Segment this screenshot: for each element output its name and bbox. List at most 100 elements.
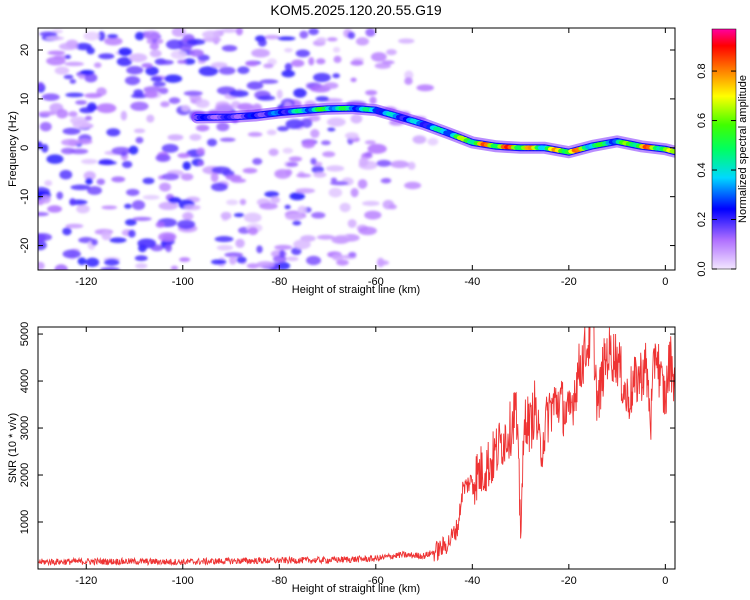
- noise-blob: [331, 235, 350, 244]
- noise-blob: [308, 28, 319, 36]
- noise-blob: [251, 48, 270, 58]
- noise-blob: [104, 258, 120, 266]
- noise-blob: [347, 31, 356, 40]
- noise-blob: [404, 70, 414, 80]
- noise-blob: [56, 108, 69, 119]
- noise-blob: [243, 212, 262, 223]
- noise-blob: [78, 74, 86, 79]
- spectrogram-x-axis: -120 -100 -80 -60 -40 -20 0: [75, 28, 668, 288]
- x-tick-label: -20: [561, 575, 577, 587]
- noise-blob: [211, 259, 227, 265]
- noise-blob: [38, 233, 47, 243]
- noise-blob: [157, 59, 174, 65]
- noise-blob: [69, 198, 76, 206]
- noise-blob: [313, 171, 327, 178]
- noise-blob: [160, 101, 170, 108]
- x-tick-label: -120: [75, 276, 97, 288]
- noise-blob: [75, 138, 93, 145]
- x-tick-label: -60: [368, 276, 384, 288]
- noise-blob: [100, 267, 120, 270]
- noise-blob: [165, 243, 172, 253]
- noise-blob: [65, 223, 84, 229]
- noise-blob: [101, 230, 112, 241]
- noise-blob: [167, 134, 184, 141]
- noise-blob: [332, 73, 340, 79]
- noise-blob: [164, 74, 183, 83]
- noise-blob: [274, 244, 293, 250]
- noise-blob: [61, 138, 80, 146]
- noise-blob: [168, 97, 181, 104]
- noise-blob: [388, 204, 397, 210]
- noise-blob: [155, 153, 171, 163]
- noise-blob: [268, 148, 279, 157]
- noise-blob: [128, 229, 136, 238]
- noise-blob: [259, 202, 278, 210]
- noise-blob: [350, 187, 359, 198]
- noise-blob: [181, 104, 191, 112]
- spectrogram-y-label: Frequency (Hz): [7, 111, 19, 187]
- noise-blob: [85, 257, 100, 268]
- noise-blob: [41, 143, 49, 153]
- noise-blob: [210, 172, 219, 183]
- noise-blob: [177, 59, 187, 64]
- noise-blob: [339, 202, 351, 213]
- noise-blob: [65, 92, 84, 98]
- noise-blob: [188, 94, 202, 101]
- noise-blob: [183, 58, 196, 65]
- noise-blob: [56, 191, 64, 200]
- noise-blob: [134, 255, 148, 262]
- noise-blob: [96, 178, 106, 185]
- noise-blob: [336, 259, 349, 266]
- noise-blob: [329, 181, 349, 186]
- x-tick-label: -40: [464, 575, 480, 587]
- noise-blob: [183, 204, 201, 211]
- noise-blob: [118, 47, 133, 57]
- noise-blob: [308, 57, 315, 66]
- noise-blob: [41, 93, 60, 101]
- noise-blob: [177, 219, 196, 230]
- snr-series-line: [38, 327, 675, 567]
- noise-blob: [299, 30, 309, 39]
- noise-blob: [69, 78, 77, 84]
- noise-blob: [256, 261, 275, 269]
- noise-blob: [308, 114, 321, 122]
- noise-blob: [237, 102, 254, 111]
- noise-blob: [266, 129, 277, 136]
- noise-blob: [257, 95, 276, 101]
- snr-x-label: Height of straight line (km): [292, 583, 420, 595]
- noise-blob: [370, 52, 387, 62]
- x-tick-label: -100: [172, 575, 194, 587]
- noise-blob: [124, 203, 132, 209]
- noise-blob: [357, 179, 368, 189]
- noise-blob: [44, 180, 53, 187]
- noise-blob: [189, 133, 202, 141]
- noise-blob: [111, 176, 126, 183]
- chart-title: KOM5.2025.120.20.55.G19: [270, 2, 441, 18]
- noise-blob: [158, 232, 177, 242]
- noise-blob: [296, 173, 312, 178]
- x-tick-label: -60: [368, 575, 384, 587]
- noise-blob: [325, 165, 345, 172]
- noise-blob: [242, 167, 258, 174]
- spectrogram-y-axis: -20 -10 0 10 20: [19, 44, 675, 254]
- noise-blob: [330, 177, 338, 183]
- y-tick-label: 0: [19, 145, 31, 151]
- noise-blob: [331, 253, 344, 261]
- noise-blob: [216, 244, 233, 251]
- noise-blob: [130, 93, 148, 99]
- noise-blob: [390, 160, 410, 169]
- x-tick-label: -100: [172, 276, 194, 288]
- noise-blob: [326, 117, 346, 127]
- snr-frame: [37, 326, 676, 570]
- y-tick-label: 5000: [19, 322, 31, 346]
- noise-blob: [104, 37, 123, 46]
- noise-blob: [45, 36, 65, 41]
- noise-blob: [111, 146, 131, 155]
- noise-blob: [79, 69, 95, 75]
- noise-blob: [328, 187, 343, 198]
- noise-blob: [233, 212, 245, 218]
- noise-blob: [180, 173, 194, 181]
- noise-blob: [295, 49, 311, 58]
- noise-blob: [210, 182, 228, 192]
- noise-blob: [131, 200, 146, 211]
